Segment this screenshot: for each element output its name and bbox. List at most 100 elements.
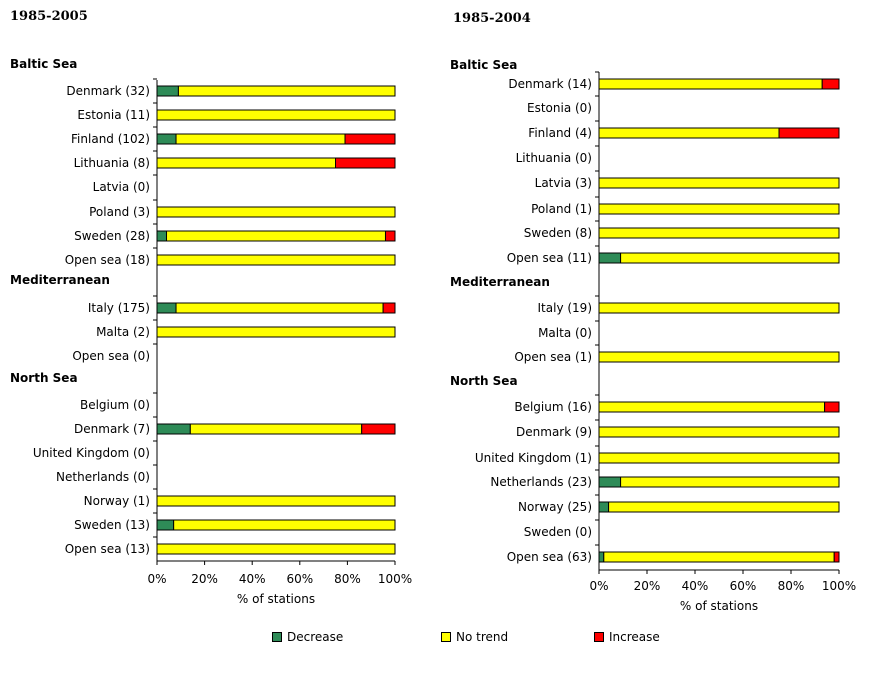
- chart2-row-label: Open sea (1): [514, 350, 592, 364]
- chart2-bar-increase: [778, 127, 840, 139]
- chart1-bar-no-trend: [156, 326, 396, 338]
- chart1-row-label: Sweden (13): [74, 518, 150, 532]
- chart1-bar-decrease: [156, 85, 179, 97]
- chart2-bar-no-trend: [598, 452, 840, 464]
- chart2-bar-no-trend: [620, 252, 840, 264]
- chart1-row-label: Norway (1): [84, 494, 150, 508]
- chart1-x-tick-label: 80%: [334, 572, 361, 586]
- chart2-row-label: Malta (0): [538, 326, 592, 340]
- chart2-row-label: Finland (4): [528, 126, 592, 140]
- chart1-x-axis-label: % of stations: [237, 592, 315, 606]
- chart2-x-tick-label: 80%: [778, 579, 805, 593]
- chart1-x-tick-label: 40%: [239, 572, 266, 586]
- chart1-bar-increase: [382, 302, 396, 314]
- chart1-bar-increase: [361, 423, 396, 435]
- chart2-bar-no-trend: [598, 127, 780, 139]
- chart1-row-label: Open sea (18): [65, 253, 150, 267]
- chart2-bar-no-trend: [603, 551, 835, 563]
- chart1-x-tick-label: 100%: [378, 572, 412, 586]
- chart1-bar-decrease: [156, 302, 177, 314]
- chart2-row-label: Poland (1): [531, 202, 592, 216]
- chart2-group-label: North Sea: [450, 374, 518, 388]
- chart2-bar-decrease: [598, 501, 610, 513]
- chart1-row-label: Italy (175): [88, 301, 150, 315]
- chart2-row-label: Open sea (11): [507, 251, 592, 265]
- chart2-row-label: Denmark (14): [508, 77, 592, 91]
- chart1-row-label: Lithuania (8): [74, 156, 150, 170]
- chart1-row-label: Denmark (32): [66, 84, 150, 98]
- chart2-bar-no-trend: [598, 177, 840, 189]
- chart1-row-label: Malta (2): [96, 325, 150, 339]
- chart1-bar-no-trend: [173, 519, 396, 531]
- chart2-row-label: Norway (25): [518, 500, 592, 514]
- chart2-group-label: Mediterranean: [450, 275, 550, 289]
- legend-decrease-label: Decrease: [287, 630, 344, 644]
- chart1-row-label: Belgium (0): [80, 398, 150, 412]
- chart1-bar-no-trend: [156, 206, 396, 218]
- chart1-bar-no-trend: [166, 230, 386, 242]
- chart1-bar-decrease: [156, 519, 175, 531]
- chart2-x-tick-label: 40%: [682, 579, 709, 593]
- chart1-bar-increase: [335, 157, 396, 169]
- chart1-group-label: North Sea: [10, 371, 78, 385]
- chart1-bar-no-trend: [175, 133, 346, 145]
- chart2-bar-no-trend: [620, 476, 840, 488]
- chart2-title: 1985-2004: [453, 11, 531, 26]
- legend-decrease-swatch: [272, 632, 282, 642]
- chart2-row-label: Italy (19): [538, 301, 592, 315]
- chart2-row-label: Sweden (0): [524, 525, 592, 539]
- chart2-row-label: Estonia (0): [527, 101, 592, 115]
- chart2-row-label: Sweden (8): [524, 226, 592, 240]
- chart1-row-label: Denmark (7): [74, 422, 150, 436]
- chart2-x-tick-label: 60%: [730, 579, 757, 593]
- chart1-bar-increase: [384, 230, 396, 242]
- chart2-bar-no-trend: [598, 401, 826, 413]
- legend-no-trend: No trend: [441, 630, 508, 644]
- legend-increase-swatch: [594, 632, 604, 642]
- chart1-bar-no-trend: [156, 109, 396, 121]
- chart2-x-tick-label: 0%: [589, 579, 608, 593]
- chart1-x-tick-label: 60%: [286, 572, 313, 586]
- chart2-row-label: Open sea (63): [507, 550, 592, 564]
- chart1-bar-decrease: [156, 230, 168, 242]
- chart2-bar-no-trend: [608, 501, 840, 513]
- chart1-x-tick-label: 0%: [147, 572, 166, 586]
- chart1-row-label: Sweden (28): [74, 229, 150, 243]
- chart2-bar-increase: [824, 401, 840, 413]
- chart2-bar-no-trend: [598, 302, 840, 314]
- chart1-bar-no-trend: [177, 85, 396, 97]
- chart1-bar-decrease: [156, 423, 191, 435]
- chart2-row-label: United Kingdom (1): [475, 451, 592, 465]
- chart2-bar-decrease: [598, 476, 622, 488]
- chart1-row-label: Netherlands (0): [56, 470, 150, 484]
- chart2-x-axis-label: % of stations: [680, 599, 758, 613]
- chart2-bar-decrease: [598, 551, 605, 563]
- chart1-bar-no-trend: [156, 157, 336, 169]
- chart1-bar-no-trend: [189, 423, 363, 435]
- chart2-row-label: Belgium (16): [514, 400, 592, 414]
- chart1-row-label: Poland (3): [89, 205, 150, 219]
- chart1-bar-no-trend: [156, 254, 396, 266]
- chart2-row-label: Netherlands (23): [490, 475, 592, 489]
- chart2-bar-no-trend: [598, 78, 823, 90]
- chart1-row-label: Finland (102): [71, 132, 150, 146]
- chart2-bar-no-trend: [598, 203, 840, 215]
- chart1-bar-increase: [344, 133, 396, 145]
- chart1-bar-decrease: [156, 133, 177, 145]
- chart2-row-label: Lithuania (0): [516, 151, 592, 165]
- legend-no-trend-label: No trend: [456, 630, 509, 644]
- chart2-bar-no-trend: [598, 227, 840, 239]
- legend-increase: Increase: [594, 630, 660, 644]
- chart2-bar-increase: [833, 551, 840, 563]
- chart1-row-label: United Kingdom (0): [33, 446, 150, 460]
- chart2-bar-increase: [821, 78, 840, 90]
- chart2-group-label: Baltic Sea: [450, 58, 517, 72]
- chart1-row-label: Estonia (11): [77, 108, 150, 122]
- chart1-x-tick-label: 20%: [191, 572, 218, 586]
- chart1-bar-no-trend: [175, 302, 384, 314]
- chart2-bar-decrease: [598, 252, 622, 264]
- chart1-group-label: Mediterranean: [10, 273, 110, 287]
- legend-decrease: Decrease: [272, 630, 343, 644]
- chart2-x-tick-label: 100%: [822, 579, 856, 593]
